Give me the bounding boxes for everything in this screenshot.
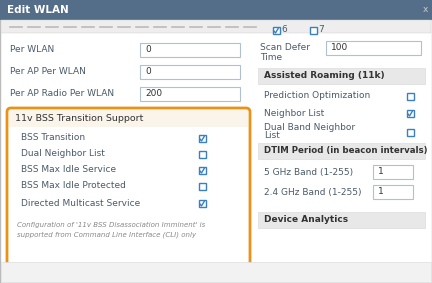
Text: Dual Band Neighbor: Dual Band Neighbor xyxy=(264,123,355,132)
Bar xyxy=(1,20,431,33)
Bar xyxy=(198,183,206,190)
Bar xyxy=(1,20,431,33)
Text: Per AP Radio Per WLAN: Per AP Radio Per WLAN xyxy=(10,89,114,98)
Text: BSS Transition: BSS Transition xyxy=(21,134,85,143)
Bar xyxy=(140,65,240,79)
Bar xyxy=(9,110,248,127)
Bar xyxy=(326,41,421,55)
Text: Dual Neighbor List: Dual Neighbor List xyxy=(21,149,105,158)
Text: BSS Max Idle Service: BSS Max Idle Service xyxy=(21,166,116,175)
Text: Configuration of '11v BSS Disassociation Imminent' is: Configuration of '11v BSS Disassociation… xyxy=(17,222,205,228)
Text: DTIM Period (in beacon intervals): DTIM Period (in beacon intervals) xyxy=(264,147,428,155)
Bar xyxy=(407,93,413,100)
Text: Per AP Per WLAN: Per AP Per WLAN xyxy=(10,68,86,76)
Bar xyxy=(0,0,432,20)
Bar xyxy=(1,262,431,282)
Bar xyxy=(198,166,206,173)
Text: Assisted Roaming (11k): Assisted Roaming (11k) xyxy=(264,72,384,80)
Text: 200: 200 xyxy=(145,89,162,98)
Text: 1: 1 xyxy=(378,188,384,196)
Text: Directed Multicast Service: Directed Multicast Service xyxy=(21,198,140,207)
Bar xyxy=(273,27,280,33)
Bar xyxy=(407,128,413,136)
Text: 0: 0 xyxy=(145,68,151,76)
Text: Neighbor List: Neighbor List xyxy=(264,108,324,117)
Bar xyxy=(373,165,413,179)
Bar xyxy=(198,134,206,142)
Text: Prediction Optimization: Prediction Optimization xyxy=(264,91,370,100)
Text: 2.4 GHz Band (1-255): 2.4 GHz Band (1-255) xyxy=(264,188,362,196)
Text: List: List xyxy=(264,132,280,140)
Bar xyxy=(198,151,206,158)
Text: Time: Time xyxy=(260,53,282,61)
Text: 7: 7 xyxy=(318,25,324,35)
Text: 1: 1 xyxy=(378,168,384,177)
Bar xyxy=(258,143,425,159)
Bar xyxy=(407,110,413,117)
Text: BSS Max Idle Protected: BSS Max Idle Protected xyxy=(21,181,126,190)
Bar xyxy=(198,200,206,207)
Text: Device Analytics: Device Analytics xyxy=(264,215,348,224)
Text: 6: 6 xyxy=(281,25,287,35)
Bar xyxy=(140,87,240,101)
Text: x: x xyxy=(422,5,428,14)
Text: 5 GHz Band (1-255): 5 GHz Band (1-255) xyxy=(264,168,353,177)
Text: Per WLAN: Per WLAN xyxy=(10,46,54,55)
Text: Scan Defer: Scan Defer xyxy=(260,44,310,53)
FancyBboxPatch shape xyxy=(7,108,250,271)
Text: 0: 0 xyxy=(145,46,151,55)
Bar xyxy=(258,212,425,228)
Bar xyxy=(309,27,317,33)
Text: 100: 100 xyxy=(331,44,348,53)
Text: 11v BSS Transition Support: 11v BSS Transition Support xyxy=(15,114,143,123)
Text: supported from Command Line Interface (CLI) only: supported from Command Line Interface (C… xyxy=(17,231,196,238)
Bar xyxy=(140,43,240,57)
Bar xyxy=(373,185,413,199)
Text: Edit WLAN: Edit WLAN xyxy=(7,5,69,15)
Bar xyxy=(258,68,425,84)
